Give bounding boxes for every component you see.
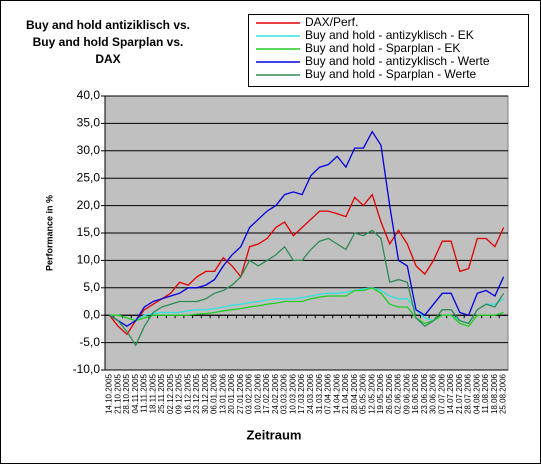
- x-tick-label: 28.07.2006: [464, 373, 473, 414]
- y-tick-label: 30,0: [77, 143, 101, 157]
- x-tick-label: 10.03.2006: [288, 373, 297, 414]
- x-tick-label: 21.10.2005: [113, 373, 122, 414]
- x-tick-label: 18.11.2005: [148, 373, 157, 413]
- y-tick-label: -5,0: [79, 335, 100, 349]
- y-axis-label: Performance in %: [44, 195, 54, 271]
- y-tick-label: 25,0: [77, 170, 101, 184]
- legend-label: Buy and hold - antizyklisch - EK: [305, 28, 474, 42]
- x-tick-label: 25.08.2006: [499, 373, 508, 414]
- x-tick-label: 14.04.2006: [332, 373, 341, 414]
- x-tick-label: 09.06.2006: [402, 373, 411, 414]
- x-tick-label: 13.01.2006: [218, 373, 227, 414]
- series-line: [109, 130, 505, 327]
- x-tick-label: 21.04.2006: [341, 373, 350, 414]
- legend-label: Buy and hold - Sparplan - EK: [305, 41, 460, 55]
- x-axis-label: Zeitraum: [247, 427, 302, 442]
- series-line: [108, 193, 505, 336]
- x-tick-label: 18.08.2006: [490, 373, 499, 414]
- x-tick-label: 03.03.2006: [280, 373, 289, 414]
- x-tick-label: 19.05.2006: [376, 373, 385, 414]
- title-line: Buy and hold Sparplan vs.: [33, 35, 184, 49]
- x-tick-label: 30.06.2006: [429, 373, 438, 414]
- x-tick-label: 14.10.2005: [104, 373, 113, 414]
- y-tick-label: 20,0: [77, 198, 101, 212]
- x-tick-label: 28.04.2006: [350, 373, 359, 414]
- y-tick-label: 35,0: [77, 116, 101, 130]
- series-line: [109, 287, 504, 327]
- x-tick-label: 23.06.2006: [420, 373, 429, 414]
- y-tick-label: 15,0: [77, 225, 101, 239]
- x-tick-label: 11.11.2005: [140, 373, 149, 412]
- y-tick-label: 40,0: [77, 88, 101, 102]
- legend-label: Buy and hold - antizyklisch - Werte: [305, 54, 490, 68]
- x-tick-label: 14.07.2006: [446, 373, 455, 414]
- x-tick-label: 24.02.2006: [271, 373, 280, 414]
- x-tick-label: 05.05.2006: [359, 373, 368, 414]
- x-tick-label: 27.01.2006: [236, 373, 245, 414]
- title-line: Buy and hold antiziklisch vs.: [26, 18, 190, 32]
- x-tick-label: 16.12.2005: [183, 373, 192, 414]
- x-tick-label: 21.07.2006: [455, 373, 464, 414]
- y-tick-label: 5,0: [83, 280, 100, 294]
- x-tick-label: 17.03.2006: [297, 373, 306, 414]
- x-tick-label: 31.03.2006: [315, 373, 324, 414]
- x-tick-label: 30.12.2005: [201, 373, 210, 414]
- x-tick-label: 07.04.2006: [324, 373, 333, 414]
- x-tick-label: 02.12.2005: [166, 373, 175, 414]
- legend-label: Buy and hold - Sparplan - Werte: [305, 67, 477, 81]
- x-tick-label: 09.12.2005: [175, 373, 184, 414]
- x-tick-label: 17.02.2006: [262, 373, 271, 414]
- x-tick-label: 07.07.2006: [437, 373, 446, 414]
- x-tick-label: 25.11.2005: [157, 373, 166, 413]
- x-tick-label: 23.12.2005: [192, 373, 201, 414]
- x-tick-label: 24.03.2006: [306, 373, 315, 414]
- x-tick-label: 06.01.2006: [210, 373, 219, 414]
- x-tick-label: 26.05.2006: [385, 373, 394, 414]
- x-tick-label: 20.01.2006: [227, 373, 236, 414]
- title-line: DAX: [95, 52, 120, 66]
- x-tick-label: 03.02.2006: [245, 373, 254, 414]
- x-tick-label: 10.02.2006: [253, 373, 262, 414]
- series-line: [109, 229, 505, 347]
- y-tick-label: -10,0: [73, 362, 101, 376]
- x-tick-label: 04.11.2005: [131, 373, 140, 413]
- x-tick-label: 02.06.2006: [394, 373, 403, 414]
- x-tick-label: 16.06.2006: [411, 373, 420, 414]
- y-tick-label: 0,0: [83, 307, 100, 321]
- x-tick-label: 28.10.2005: [122, 373, 131, 414]
- x-tick-label: 12.05.2006: [367, 373, 376, 414]
- legend-label: DAX/Perf.: [305, 15, 358, 29]
- y-tick-label: 10,0: [77, 253, 101, 267]
- x-tick-label: 04.08.2006: [472, 373, 481, 414]
- x-tick-label: 11.08.2006: [481, 373, 490, 413]
